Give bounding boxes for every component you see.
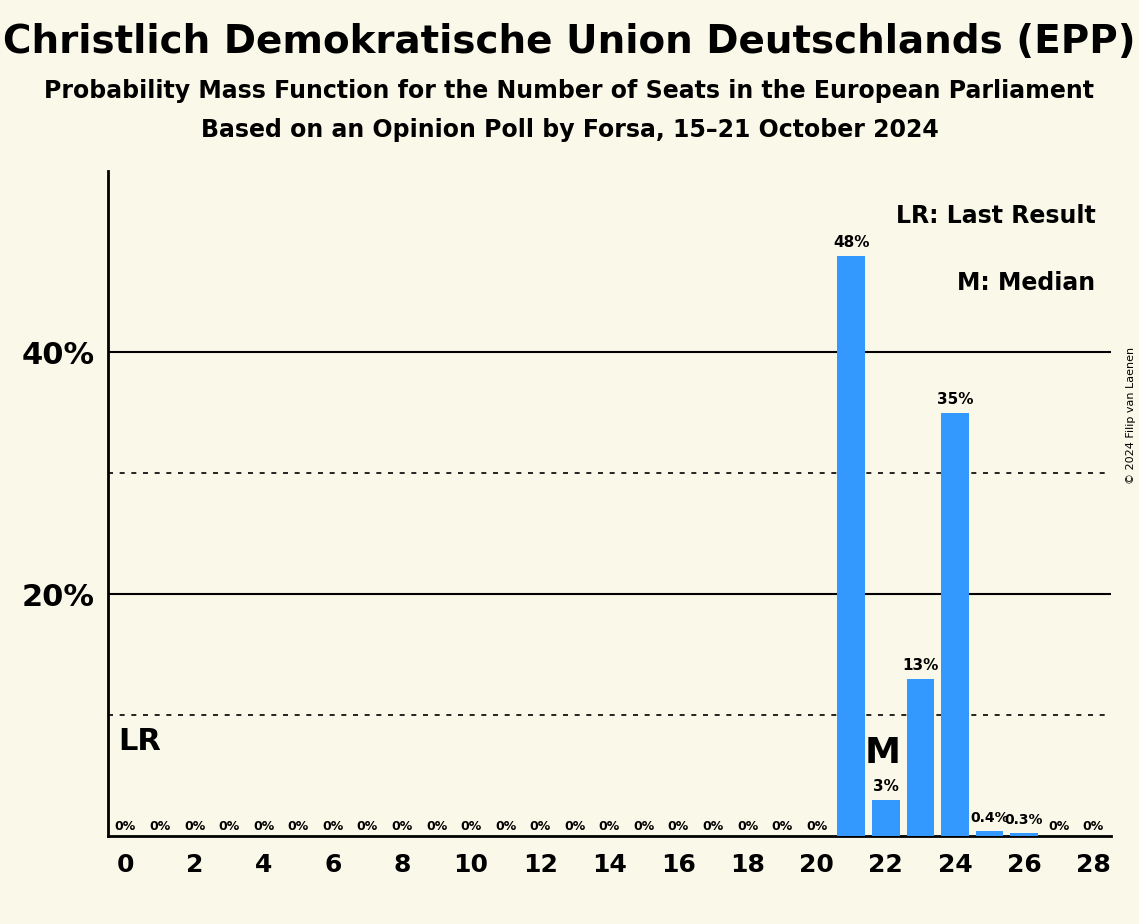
Text: 35%: 35% bbox=[936, 392, 973, 407]
Text: 0%: 0% bbox=[219, 820, 240, 833]
Text: 0%: 0% bbox=[357, 820, 378, 833]
Text: 0%: 0% bbox=[149, 820, 171, 833]
Text: 0%: 0% bbox=[530, 820, 551, 833]
Text: Christlich Demokratische Union Deutschlands (EPP): Christlich Demokratische Union Deutschla… bbox=[3, 23, 1136, 61]
Bar bbox=[941, 413, 969, 836]
Text: 0%: 0% bbox=[426, 820, 448, 833]
Text: 0%: 0% bbox=[1082, 820, 1104, 833]
Text: 0%: 0% bbox=[1048, 820, 1070, 833]
Text: 13%: 13% bbox=[902, 658, 939, 673]
Bar bbox=[976, 832, 1003, 836]
Bar bbox=[872, 800, 900, 836]
Text: 0%: 0% bbox=[115, 820, 137, 833]
Text: 0%: 0% bbox=[253, 820, 274, 833]
Text: M: M bbox=[865, 736, 901, 770]
Text: 0%: 0% bbox=[667, 820, 689, 833]
Text: 0%: 0% bbox=[703, 820, 723, 833]
Text: 0%: 0% bbox=[771, 820, 793, 833]
Text: © 2024 Filip van Laenen: © 2024 Filip van Laenen bbox=[1125, 347, 1136, 484]
Bar bbox=[837, 256, 866, 836]
Text: Probability Mass Function for the Number of Seats in the European Parliament: Probability Mass Function for the Number… bbox=[44, 79, 1095, 103]
Text: 3%: 3% bbox=[872, 779, 899, 794]
Text: LR: LR bbox=[118, 727, 161, 757]
Text: 0%: 0% bbox=[322, 820, 344, 833]
Bar bbox=[907, 679, 934, 836]
Text: 48%: 48% bbox=[833, 235, 869, 249]
Text: LR: Last Result: LR: Last Result bbox=[895, 204, 1096, 228]
Text: 0%: 0% bbox=[495, 820, 516, 833]
Text: M: Median: M: Median bbox=[958, 271, 1096, 295]
Text: 0.3%: 0.3% bbox=[1005, 812, 1043, 827]
Text: 0%: 0% bbox=[599, 820, 620, 833]
Text: 0%: 0% bbox=[806, 820, 827, 833]
Text: Based on an Opinion Poll by Forsa, 15–21 October 2024: Based on an Opinion Poll by Forsa, 15–21… bbox=[200, 118, 939, 142]
Text: 0.4%: 0.4% bbox=[970, 811, 1009, 825]
Text: 0%: 0% bbox=[288, 820, 309, 833]
Text: 0%: 0% bbox=[460, 820, 482, 833]
Text: 0%: 0% bbox=[185, 820, 205, 833]
Text: 0%: 0% bbox=[633, 820, 655, 833]
Text: 0%: 0% bbox=[392, 820, 412, 833]
Text: 0%: 0% bbox=[564, 820, 585, 833]
Bar bbox=[1010, 833, 1038, 836]
Text: 0%: 0% bbox=[737, 820, 759, 833]
